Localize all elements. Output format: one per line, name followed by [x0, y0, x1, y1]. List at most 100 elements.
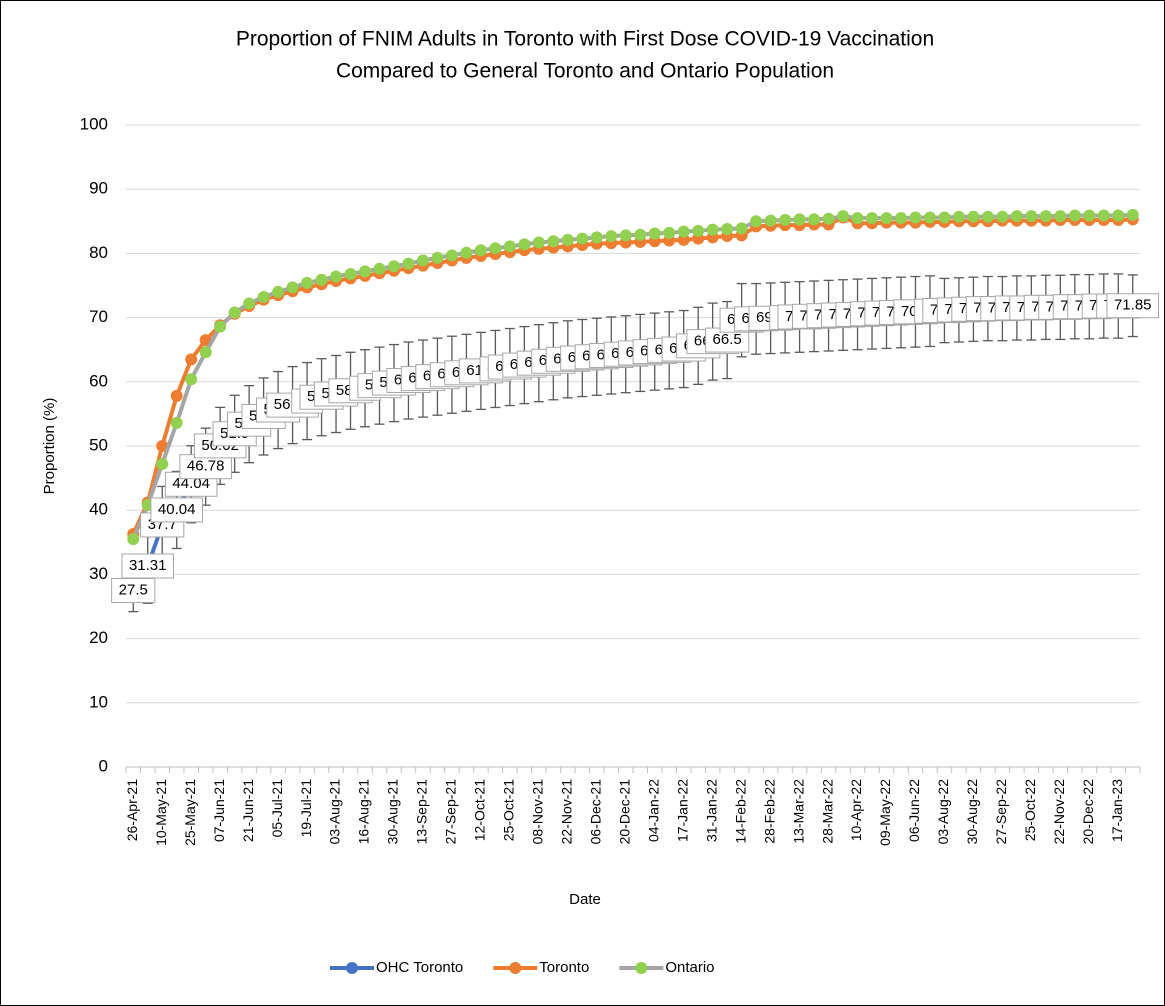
- data-label-box: [150, 497, 203, 523]
- data-point: [460, 246, 473, 259]
- data-point: [967, 210, 980, 223]
- x-tick-label: 03-Aug-21: [327, 779, 343, 845]
- x-tick-label: 10-Apr-22: [848, 779, 864, 841]
- data-point: [793, 213, 806, 226]
- data-point: [981, 210, 994, 223]
- data-label-box: [179, 454, 232, 480]
- data-point: [851, 212, 864, 225]
- x-axis-label: Date: [569, 891, 601, 908]
- data-point: [532, 236, 545, 249]
- x-tick-label: 21-Jun-21: [240, 779, 256, 842]
- data-point: [576, 232, 589, 245]
- data-point: [1039, 210, 1052, 223]
- data-point: [547, 235, 560, 248]
- data-point: [402, 257, 415, 270]
- x-tick-label: 30-Aug-21: [385, 779, 401, 845]
- data-point: [923, 211, 936, 224]
- data-point: [315, 273, 328, 286]
- data-label-text: 66.5: [713, 331, 742, 348]
- y-tick-label: 0: [99, 756, 108, 775]
- data-point: [257, 291, 270, 304]
- data-point: [518, 238, 531, 251]
- data-point: [590, 231, 603, 244]
- data-point: [199, 346, 212, 359]
- data-point: [750, 215, 763, 228]
- y-tick-label: 80: [89, 243, 108, 262]
- x-tick-label: 25-Oct-21: [501, 779, 517, 841]
- data-point: [634, 228, 647, 241]
- y-tick-label: 50: [89, 435, 108, 454]
- data-point: [1010, 210, 1023, 223]
- x-tick-label: 06-Jun-22: [906, 779, 922, 842]
- series-line: [131, 212, 1133, 540]
- data-point: [170, 416, 183, 429]
- x-tick-label: 27-Sep-22: [993, 779, 1009, 845]
- x-tick-label: 25-May-21: [182, 779, 198, 846]
- data-point: [1097, 209, 1110, 222]
- y-tick-label: 40: [89, 500, 108, 519]
- y-tick-label: 90: [89, 179, 108, 198]
- y-tick-label: 30: [89, 564, 108, 583]
- data-point: [952, 210, 965, 223]
- data-point: [605, 230, 618, 243]
- data-point: [185, 353, 198, 366]
- data-point: [170, 389, 183, 402]
- x-tick-label: 12-Oct-21: [472, 779, 488, 841]
- data-point: [214, 320, 227, 333]
- chart-title: Proportion of FNIM Adults in Toronto wit…: [236, 28, 934, 51]
- data-point: [938, 211, 951, 224]
- data-label: 71.85: [1106, 293, 1160, 319]
- data-point: [228, 306, 241, 319]
- x-tick-label: 27-Sep-21: [443, 779, 459, 845]
- data-point: [663, 226, 676, 239]
- chart-title: Compared to General Toronto and Ontario …: [336, 60, 834, 83]
- x-tick-label: 14-Feb-22: [732, 779, 748, 844]
- data-label-text: 27.5: [119, 581, 148, 598]
- data-point: [1112, 209, 1125, 222]
- data-point: [677, 225, 690, 238]
- data-point: [445, 249, 458, 262]
- data-point: [706, 223, 719, 236]
- x-tick-label: 19-Jul-21: [298, 779, 314, 838]
- x-tick-label: 22-Nov-22: [1051, 779, 1067, 845]
- data-point: [1126, 208, 1139, 221]
- x-tick-label: 04-Jan-22: [645, 779, 661, 842]
- data-point: [866, 212, 879, 225]
- y-tick-label: 70: [89, 307, 108, 326]
- x-tick-label: 17-Jan-22: [674, 779, 690, 842]
- legend-marker: [635, 962, 648, 974]
- legend-marker: [346, 962, 358, 974]
- data-point: [779, 214, 792, 227]
- data-point: [373, 262, 386, 275]
- data-point: [344, 267, 357, 280]
- y-tick-label: 10: [89, 692, 108, 711]
- data-point: [156, 440, 169, 452]
- data-point: [561, 233, 574, 246]
- legend-label: OHC Toronto: [376, 959, 463, 976]
- x-tick-label: 28-Mar-22: [819, 779, 835, 844]
- data-point: [330, 270, 343, 283]
- x-tick-label: 17-Jan-23: [1109, 779, 1125, 842]
- x-tick-label: 30-Aug-22: [964, 779, 980, 845]
- data-point: [996, 210, 1009, 223]
- data-point: [286, 281, 299, 294]
- data-point: [648, 227, 661, 240]
- data-label-box: [1106, 293, 1160, 319]
- data-point: [387, 260, 400, 273]
- x-tick-label: 08-Nov-21: [530, 779, 546, 845]
- data-point: [909, 211, 922, 224]
- data-point: [301, 276, 314, 289]
- data-label: 31.31: [121, 553, 175, 579]
- data-point: [880, 212, 893, 225]
- series-line: [131, 215, 1133, 535]
- data-point: [837, 210, 850, 223]
- data-point: [692, 224, 705, 237]
- x-tick-label: 31-Jan-22: [703, 779, 719, 842]
- y-axis-label: Proportion (%): [41, 398, 58, 495]
- data-point: [359, 265, 372, 278]
- x-tick-label: 13-Mar-22: [790, 779, 806, 844]
- x-tick-label: 20-Dec-22: [1080, 779, 1096, 845]
- data-point: [808, 213, 821, 226]
- data-label-text: 71.85: [1114, 297, 1152, 314]
- data-label-box: [111, 577, 156, 603]
